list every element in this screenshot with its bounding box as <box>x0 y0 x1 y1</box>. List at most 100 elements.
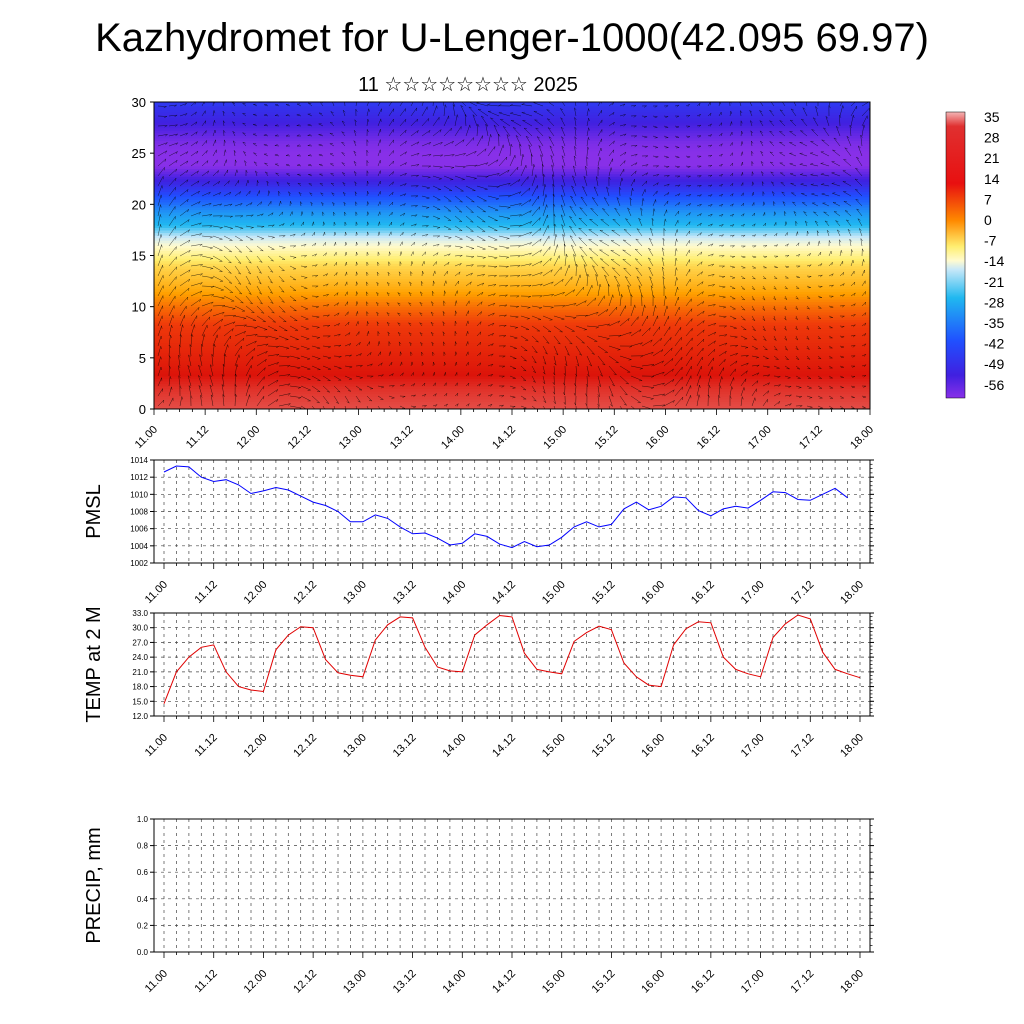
heatmap-band <box>154 301 870 305</box>
heatmap-band <box>154 245 870 249</box>
heatmap-band <box>154 252 870 257</box>
heatmap-x-tick-label: 16.12 <box>695 424 723 452</box>
heatmap-band <box>154 119 870 124</box>
heatmap-band <box>154 380 870 385</box>
heatmap-band <box>154 265 870 269</box>
wind-vector-field <box>157 102 870 409</box>
heatmap-band <box>154 145 870 149</box>
panel-x-tick-label: 16.12 <box>689 579 717 607</box>
panel-y-tick-label: 21.0 <box>132 668 148 677</box>
heatmap-band <box>154 176 870 180</box>
heatmap-y-tick-label: 30 <box>132 95 146 110</box>
panel-x-tick-label: 18.00 <box>838 968 866 996</box>
panel-y-tick-label: 30.0 <box>132 624 148 633</box>
panel-x-tick-label: 16.00 <box>639 732 667 760</box>
heatmap-band <box>154 209 870 213</box>
heatmap-band <box>154 183 870 188</box>
heatmap-x-tick-label: 14.00 <box>439 424 467 452</box>
heatmap-band <box>154 270 870 275</box>
heatmap-band <box>154 227 870 231</box>
heatmap-band <box>154 337 870 341</box>
panel-x-tick-label: 18.00 <box>838 579 866 607</box>
colorbar-labels: 35 28 21 14 7 0 -7 -14 -21 -28 -35 -42 -49 -56 <box>984 109 1004 393</box>
heatmap-band <box>154 194 870 198</box>
heatmap-x-tick-label: 14.12 <box>490 424 518 452</box>
colorbar-gradient <box>945 111 966 399</box>
heatmap-band <box>154 168 870 172</box>
heatmap-band <box>154 327 870 331</box>
panel-x-tick-label: 14.00 <box>440 968 468 996</box>
heatmap-band <box>154 406 870 409</box>
heatmap-band <box>154 396 870 400</box>
heatmap-band <box>154 237 870 241</box>
heatmap-band <box>154 217 870 221</box>
heatmap-band <box>154 286 870 290</box>
pmsl-panel: 1002 1004 1006 1008 1010 1012 1014 PMSL 11.00 11.… <box>83 456 874 607</box>
heatmap-band <box>154 135 870 139</box>
heatmap-y-tick-label: 0 <box>139 402 146 417</box>
heatmap-band <box>154 268 870 272</box>
heatmap-band <box>154 255 870 259</box>
heatmap-band <box>154 204 870 208</box>
heatmap-band <box>154 385 870 390</box>
date-subtitle: 11 ☆☆☆☆☆☆☆☆ 2025 <box>358 74 578 96</box>
heatmap-band <box>154 258 870 262</box>
series-line <box>163 614 861 704</box>
colorbar-label: 14 <box>984 171 1000 187</box>
heatmap-y-tick-label: 10 <box>132 300 146 315</box>
heatmap-band <box>154 232 870 236</box>
heatmap-band <box>154 199 870 203</box>
colorbar: 35 28 21 14 7 0 -7 -14 -21 -28 -35 -42 -49 -56 <box>945 109 1004 399</box>
heatmap-band <box>154 206 870 211</box>
heatmap-band <box>154 357 870 361</box>
panel-x-tick-label: 12.00 <box>242 579 270 607</box>
panel-x-tick-label: 12.12 <box>291 579 319 607</box>
heatmap-band <box>154 342 870 346</box>
heatmap-band <box>154 114 870 118</box>
panel-y-tick-label: 1004 <box>130 542 148 551</box>
heatmap-band <box>154 403 870 408</box>
panel-x-tick-label: 12.00 <box>242 968 270 996</box>
panel-x-tick-label: 11.12 <box>192 579 219 606</box>
colorbar-label: -56 <box>984 377 1004 393</box>
panel-x-tick-label: 14.12 <box>490 732 518 760</box>
heatmap-band <box>154 388 870 392</box>
heatmap-band <box>154 293 870 298</box>
heatmap-bands <box>154 102 870 409</box>
heatmap-band <box>154 132 870 136</box>
panel-x-tick-label: 16.12 <box>689 732 717 760</box>
panel-x-tick-label: 15.00 <box>540 968 568 996</box>
heatmap-band <box>154 188 870 193</box>
panel-x-tick-label: 16.00 <box>639 968 667 996</box>
panel-x-tick-label: 11.00 <box>143 579 170 606</box>
colorbar-label: -14 <box>984 253 1004 269</box>
heatmap-band <box>154 362 870 367</box>
heatmap-band <box>154 173 870 177</box>
heatmap-band <box>154 142 870 147</box>
heatmap-band <box>154 196 870 200</box>
heatmap-band <box>154 260 870 264</box>
heatmap-band <box>154 153 870 157</box>
colorbar-label: -28 <box>984 294 1004 310</box>
heatmap-band <box>154 224 870 228</box>
heatmap-band <box>154 360 870 364</box>
heatmap-band <box>154 155 870 159</box>
panel-x-tick-label: 14.12 <box>490 579 518 607</box>
panel-y-tick-label: 27.0 <box>132 638 148 647</box>
colorbar-label: -35 <box>984 315 1004 331</box>
page-title: Kazhydromet for U-Lenger-1000(42.095 69.… <box>95 16 929 60</box>
heatmap-band <box>154 332 870 336</box>
panel-x-tick-label: 15.00 <box>540 732 568 760</box>
heatmap-band <box>154 212 870 216</box>
colorbar-label: 28 <box>984 130 1000 146</box>
panel-x-tick-label: 14.00 <box>440 579 468 607</box>
heatmap-band <box>154 165 870 170</box>
heatmap-band <box>154 250 870 254</box>
colorbar-label: 7 <box>984 191 992 207</box>
panel-y-tick-label: 0.4 <box>137 895 149 904</box>
heatmap-band <box>154 281 870 285</box>
panel-x-tick-label: 16.00 <box>639 579 667 607</box>
panel-x-tick-label: 12.00 <box>242 732 270 760</box>
